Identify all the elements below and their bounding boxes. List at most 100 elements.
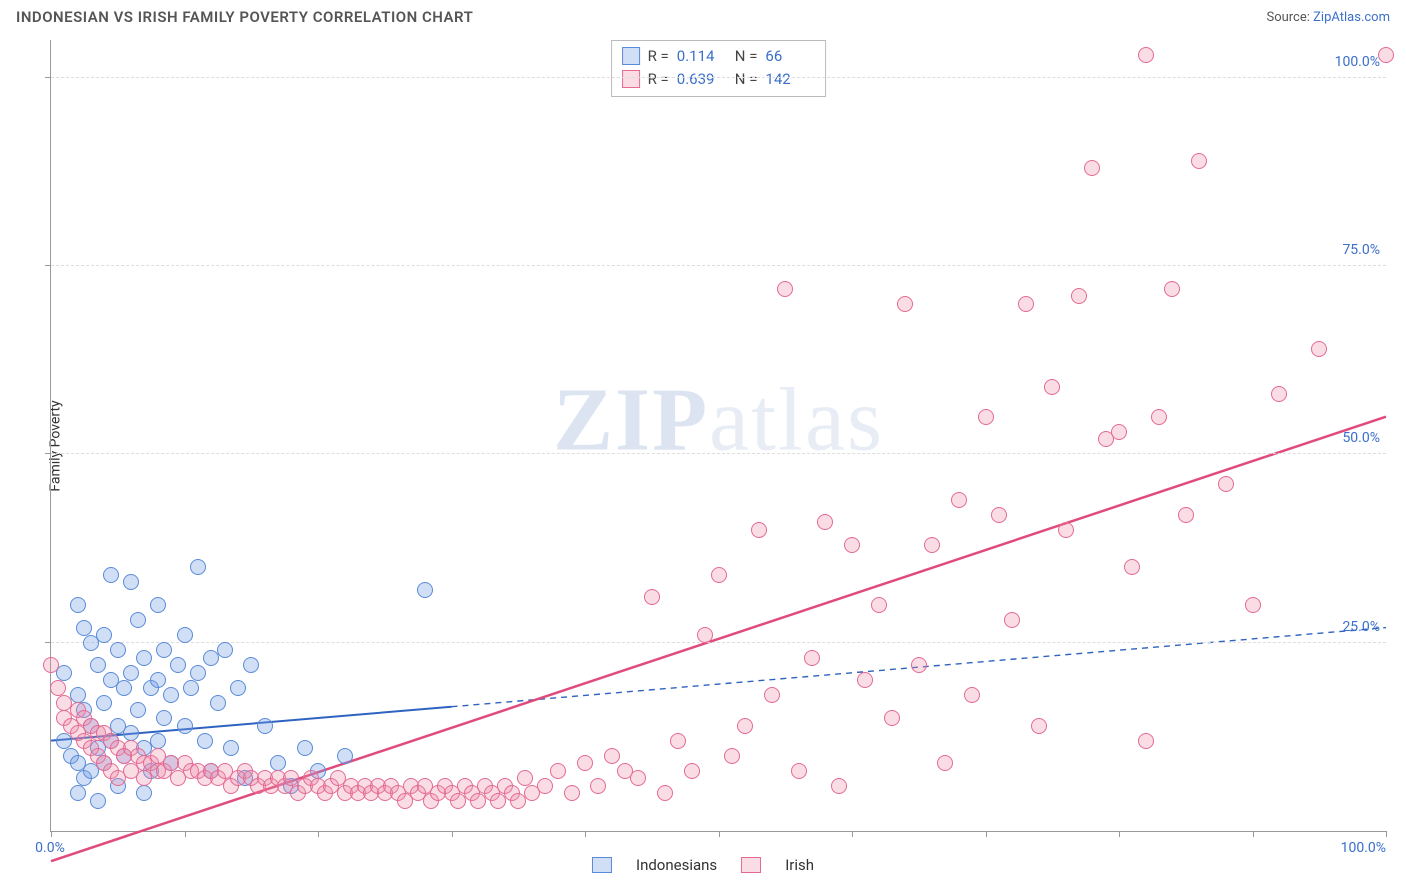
scatter-point <box>83 718 99 734</box>
scatter-point <box>143 680 159 696</box>
scatter-point <box>1044 379 1060 395</box>
gridline <box>51 642 1386 643</box>
x-tick <box>1119 831 1120 837</box>
scatter-point <box>90 657 106 673</box>
scatter-point <box>804 650 820 666</box>
scatter-point <box>237 770 253 786</box>
scatter-point <box>190 763 206 779</box>
scatter-point <box>150 597 166 613</box>
scatter-point <box>183 680 199 696</box>
scatter-point <box>43 657 59 673</box>
x-tick <box>1253 831 1254 837</box>
scatter-point <box>150 672 166 688</box>
scatter-point <box>103 672 119 688</box>
n-value-irish: 142 <box>765 68 815 91</box>
scatter-point <box>103 733 119 749</box>
scatter-point <box>577 755 593 771</box>
x-axis-end-label: 100.0% <box>1341 840 1386 856</box>
scatter-point <box>50 680 66 696</box>
legend-label-indonesians: Indonesians <box>636 856 717 874</box>
watermark: ZIPatlas <box>553 368 884 471</box>
scatter-point <box>83 718 99 734</box>
scatter-point <box>711 567 727 583</box>
scatter-point <box>83 740 99 756</box>
scatter-point <box>270 755 286 771</box>
scatter-point <box>163 755 179 771</box>
scatter-point <box>684 763 700 779</box>
scatter-point <box>177 755 193 771</box>
scatter-point <box>123 740 139 756</box>
scatter-point <box>1018 296 1034 312</box>
scatter-point <box>477 778 493 794</box>
source-link[interactable]: ZipAtlas.com <box>1313 10 1390 25</box>
swatch-indonesians <box>622 47 640 65</box>
scatter-point <box>310 778 326 794</box>
y-tick <box>45 77 51 78</box>
scatter-point <box>390 785 406 801</box>
plot-area: ZIPatlas R = 0.114 N = 66 R = 0.639 N = … <box>50 40 1386 832</box>
scatter-point <box>96 695 112 711</box>
legend-swatch-indonesians <box>592 857 612 873</box>
scatter-point <box>223 740 239 756</box>
scatter-point <box>297 778 313 794</box>
x-tick <box>452 831 453 837</box>
scatter-point <box>110 740 126 756</box>
scatter-point <box>370 778 386 794</box>
scatter-point <box>991 507 1007 523</box>
scatter-point <box>417 582 433 598</box>
scatter-point <box>504 785 520 801</box>
gridline <box>51 265 1386 266</box>
scatter-point <box>203 763 219 779</box>
gridline <box>51 77 1386 78</box>
scatter-point <box>123 725 139 741</box>
scatter-point <box>56 665 72 681</box>
scatter-point <box>403 778 419 794</box>
scatter-point <box>197 733 213 749</box>
scatter-point <box>604 748 620 764</box>
scatter-point <box>897 296 913 312</box>
scatter-point <box>1058 522 1074 538</box>
n-label: N = <box>735 68 758 91</box>
scatter-point <box>136 650 152 666</box>
scatter-point <box>170 657 186 673</box>
scatter-point <box>450 793 466 809</box>
scatter-point <box>444 785 460 801</box>
scatter-point <box>143 763 159 779</box>
scatter-point <box>337 785 353 801</box>
x-tick <box>51 831 52 837</box>
scatter-point <box>751 522 767 538</box>
r-label: R = <box>648 45 669 68</box>
scatter-point <box>263 778 279 794</box>
legend-swatch-irish <box>741 857 761 873</box>
scatter-point <box>350 785 366 801</box>
scatter-point <box>63 718 79 734</box>
scatter-point <box>270 770 286 786</box>
scatter-point <box>457 778 473 794</box>
scatter-point <box>550 763 566 779</box>
scatter-point <box>357 778 373 794</box>
scatter-point <box>764 687 780 703</box>
scatter-point <box>70 687 86 703</box>
scatter-point <box>277 778 293 794</box>
scatter-point <box>217 642 233 658</box>
scatter-point <box>56 710 72 726</box>
scatter-point <box>911 657 927 673</box>
n-value-indonesians: 66 <box>765 45 815 68</box>
scatter-point <box>343 778 359 794</box>
scatter-point <box>630 770 646 786</box>
scatter-point <box>857 672 873 688</box>
scatter-point <box>310 763 326 779</box>
scatter-point <box>777 281 793 297</box>
scatter-point <box>96 755 112 771</box>
scatter-point <box>190 665 206 681</box>
scatter-point <box>484 785 500 801</box>
x-tick <box>1386 831 1387 837</box>
scatter-point <box>130 612 146 628</box>
scatter-point <box>83 763 99 779</box>
scatter-point <box>524 785 540 801</box>
scatter-point <box>1111 424 1127 440</box>
scatter-point <box>76 710 92 726</box>
scatter-point <box>243 770 259 786</box>
scatter-point <box>70 702 86 718</box>
scatter-point <box>90 748 106 764</box>
